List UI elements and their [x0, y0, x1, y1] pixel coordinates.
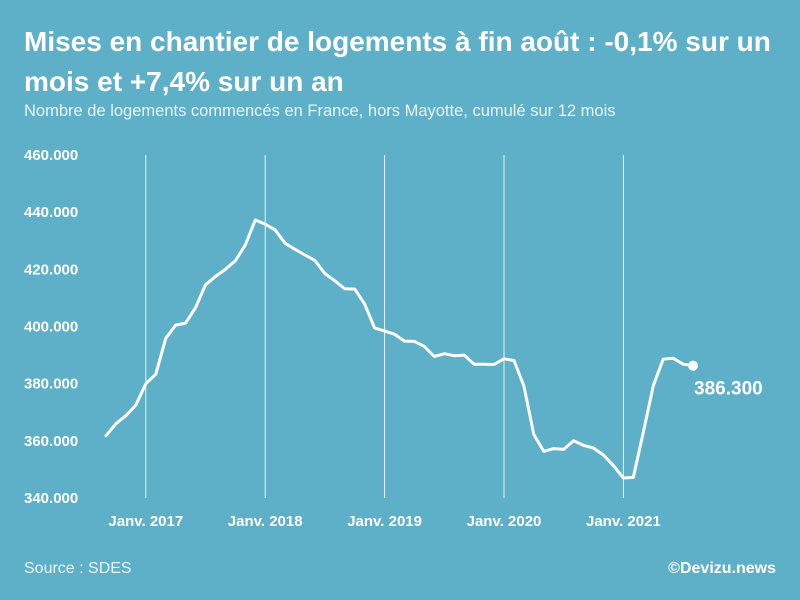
y-axis: 340.000 360.000 380.000 400.000 420.000 440.0… [24, 147, 78, 507]
y-tick-label: 420.000 [24, 261, 78, 278]
last-value-label: 386.300 [694, 379, 763, 400]
credit-logo: ©Devizu.news [668, 560, 776, 577]
y-tick-label: 400.000 [24, 319, 78, 336]
source-note: Source : SDES [24, 560, 132, 577]
y-tick-label: 380.000 [24, 376, 78, 393]
y-tick-label: 440.000 [24, 204, 78, 221]
last-point-marker [688, 360, 699, 371]
x-tick-label: Janv. 2021 [586, 513, 661, 530]
chart-title: Mises en chantier de logements à fin aoû… [24, 26, 771, 97]
x-tick-label: Janv. 2020 [467, 513, 542, 530]
chart-subtitle: Nombre de logements commencés en France,… [24, 102, 616, 120]
y-tick-label: 460.000 [24, 147, 78, 164]
y-tick-label: 360.000 [24, 433, 78, 450]
x-axis: Janv. 2017 Janv. 2018 Janv. 2019 Janv. 2020… [108, 513, 660, 530]
x-tick-label: Janv. 2019 [347, 513, 422, 530]
y-tick-label: 340.000 [24, 490, 78, 507]
x-tick-label: Janv. 2018 [228, 513, 303, 530]
x-tick-label: Janv. 2017 [108, 513, 183, 530]
series-line [104, 218, 695, 480]
gridlines [145, 155, 624, 498]
